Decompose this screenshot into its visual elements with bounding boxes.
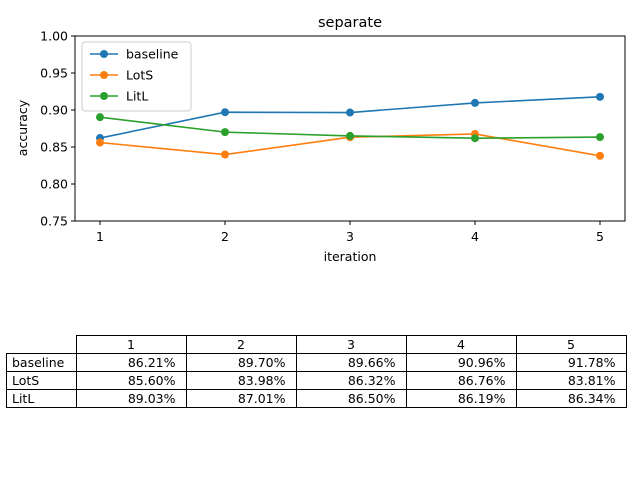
data-point-LotS <box>96 138 104 147</box>
table-col-header: 4 <box>405 335 517 354</box>
table-col-header: 3 <box>295 335 407 354</box>
table-cell: 89.70% <box>185 353 297 372</box>
data-point-baseline <box>221 108 229 117</box>
table-col-header: 1 <box>75 335 187 354</box>
table-header-row: 1 2 3 4 5 <box>7 335 627 354</box>
legend-marker-LitL <box>100 92 108 100</box>
table-row: LotS 85.60% 83.98% 86.32% 86.76% 83.81% <box>6 371 627 390</box>
x-axis-label: iteration <box>324 249 377 264</box>
table-cell: 83.98% <box>185 371 297 390</box>
legend-label: baseline <box>126 47 179 62</box>
data-point-LitL <box>471 134 479 143</box>
data-point-LitL <box>96 113 104 122</box>
data-point-LotS <box>596 151 604 160</box>
table-cell: 89.03% <box>75 389 187 408</box>
table-row: baseline 86.21% 89.70% 89.66% 90.96% 91.… <box>6 353 627 372</box>
y-tick-label: 0.80 <box>40 177 68 192</box>
table-row: LitL 89.03% 87.01% 86.50% 86.19% 86.34% <box>6 389 627 408</box>
data-point-baseline <box>346 108 354 117</box>
table-corner <box>7 336 77 354</box>
data-point-LotS <box>221 150 229 159</box>
legend-marker-baseline <box>100 50 108 58</box>
table-col-header: 5 <box>515 335 627 354</box>
x-tick-label: 2 <box>221 229 229 244</box>
table-cell: 86.34% <box>515 389 627 408</box>
data-point-baseline <box>596 92 604 101</box>
line-chart: separate iteration accuracy 0.75 0.80 0.85… <box>15 15 626 264</box>
data-point-LitL <box>221 128 229 137</box>
table-cell: 89.66% <box>295 353 407 372</box>
table-cell: 86.76% <box>405 371 517 390</box>
chart-title: separate <box>318 15 382 31</box>
table-col-header: 2 <box>185 335 297 354</box>
table-row-label: baseline <box>6 353 77 372</box>
y-tick-label: 0.95 <box>40 66 68 81</box>
data-point-baseline <box>471 98 479 107</box>
table-cell: 86.50% <box>295 389 407 408</box>
legend-box <box>81 41 192 112</box>
table-cell: 90.96% <box>405 353 517 372</box>
table-cell: 91.78% <box>515 353 627 372</box>
table-cell: 87.01% <box>185 389 297 408</box>
y-tick-label: 0.75 <box>40 214 68 229</box>
legend-marker-LotS <box>100 71 108 79</box>
table-cell: 83.81% <box>515 371 627 390</box>
data-table: 1 2 3 4 5 baseline 86.21% 89.70% 89.66% … <box>6 335 627 408</box>
y-tick-label: 0.90 <box>40 103 68 118</box>
table-cell: 86.32% <box>295 371 407 390</box>
legend-label: LotS <box>126 68 153 83</box>
x-tick-label: 4 <box>471 229 479 244</box>
y-tick-label: 0.85 <box>40 140 68 155</box>
x-tick-label: 1 <box>96 229 104 244</box>
table-cell: 85.60% <box>75 371 187 390</box>
y-tick-label: 1.00 <box>40 29 68 44</box>
table-cell: 86.19% <box>405 389 517 408</box>
plot-frame <box>74 35 626 222</box>
table-cell: 86.21% <box>75 353 187 372</box>
legend-label: LitL <box>126 89 148 104</box>
data-point-LitL <box>596 133 604 142</box>
table-row-label: LitL <box>6 389 77 408</box>
x-tick-label: 3 <box>346 229 354 244</box>
table-row-label: LotS <box>6 371 77 390</box>
x-tick-label: 5 <box>596 229 604 244</box>
y-axis-label: accuracy <box>15 99 30 156</box>
data-point-LitL <box>346 131 354 140</box>
legend: baseline LotS LitL <box>81 41 192 112</box>
